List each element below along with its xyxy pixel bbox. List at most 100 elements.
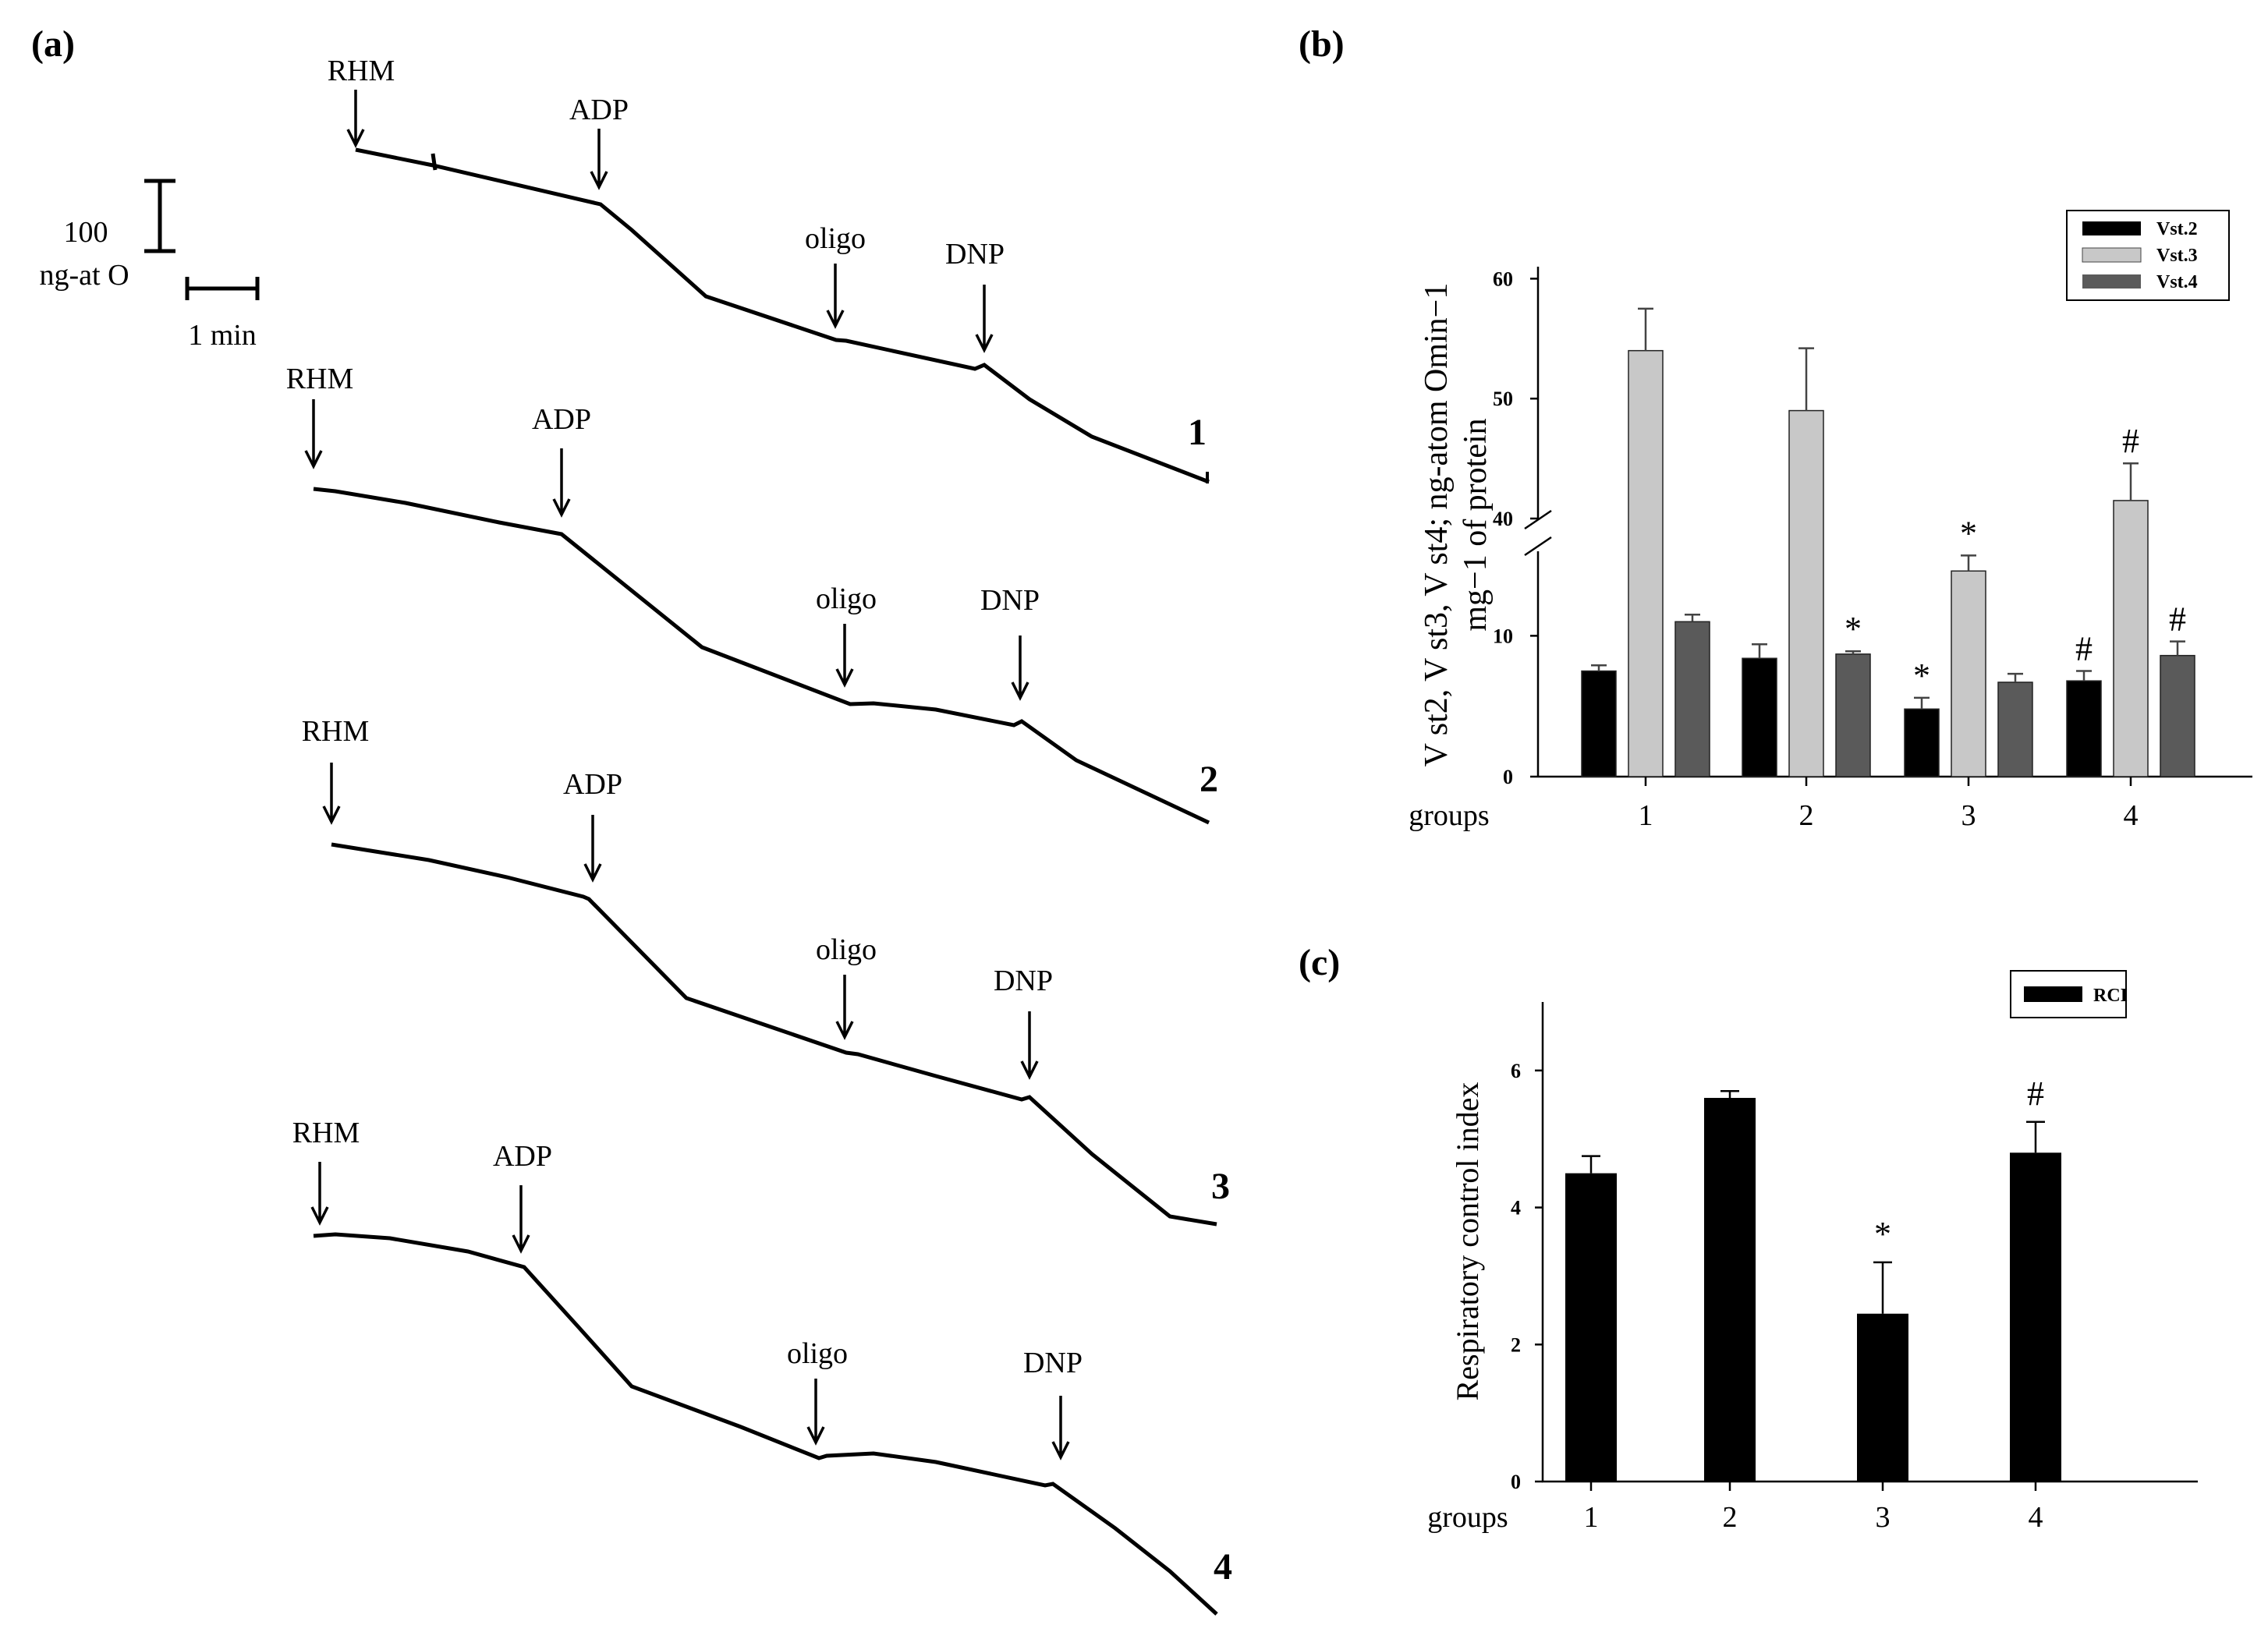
legend-label-vst4: Vst.4 bbox=[2156, 272, 2198, 292]
bar-rci-group-1 bbox=[1565, 1173, 1617, 1482]
down-arrow-icon bbox=[590, 129, 608, 190]
error-bar bbox=[1720, 1089, 1739, 1098]
legend-swatch-rci bbox=[2024, 986, 2082, 1002]
significance-mark: # bbox=[2122, 422, 2139, 460]
marker-rhm: RHM bbox=[328, 55, 395, 148]
trace-number: 1 bbox=[1188, 412, 1207, 453]
marker-adp: ADP bbox=[532, 403, 591, 518]
error-bar bbox=[1873, 1261, 1892, 1314]
oxygen-scale-bar bbox=[144, 179, 175, 253]
legend-swatch-vst2 bbox=[2082, 221, 2141, 235]
scale-bar: 100 ng-at O 1 min bbox=[39, 179, 260, 352]
panel-c-label: (c) bbox=[1299, 942, 1340, 983]
c-y-tick-label: 6 bbox=[1511, 1060, 1521, 1082]
trace-2: RHM ADP oligo DNP 2 bbox=[286, 363, 1218, 825]
marker-oligo: oligo bbox=[805, 222, 866, 329]
marker-rhm: RHM bbox=[292, 1117, 360, 1226]
c-y-tick-label: 0 bbox=[1511, 1471, 1521, 1493]
trace-line bbox=[313, 487, 1210, 825]
b-x-axis-label: groups bbox=[1409, 799, 1489, 832]
trace-tick-mark bbox=[431, 153, 438, 171]
down-arrow-icon bbox=[806, 1379, 825, 1446]
c-axes: groups Respiratory control index bbox=[1427, 1002, 2198, 1534]
bar-vst2-group-3 bbox=[1904, 708, 1940, 777]
down-arrow-icon bbox=[552, 448, 571, 518]
error-bar bbox=[1798, 347, 1814, 411]
legend: Vst.2 Vst.3 Vst.4 bbox=[2066, 210, 2230, 301]
panel-a-label: (a) bbox=[31, 23, 75, 65]
marker-label: oligo bbox=[805, 222, 866, 255]
c-x-tick-label: 4 bbox=[2029, 1501, 2043, 1534]
trace-number: 2 bbox=[1200, 759, 1218, 800]
bar-vst4-group-1 bbox=[1674, 621, 1710, 777]
b-bars: * # * # * #1 2 3 4 bbox=[1581, 307, 2195, 832]
trace-line bbox=[331, 842, 1217, 1227]
error-bar bbox=[1638, 307, 1653, 351]
marker-label: DNP bbox=[945, 238, 1005, 271]
marker-label: ADP bbox=[493, 1140, 552, 1173]
trace-3: RHM ADP oligo DNP 3 bbox=[302, 715, 1230, 1227]
bar-vst3-group-1 bbox=[1628, 349, 1664, 777]
legend: RCI bbox=[2010, 970, 2128, 1018]
marker-adp: ADP bbox=[493, 1140, 552, 1254]
bar-rci-group-3 bbox=[1857, 1313, 1908, 1482]
b-y-label-line2: mg−1 of protein bbox=[1458, 418, 1494, 631]
down-arrow-icon bbox=[583, 815, 602, 883]
marker-label: ADP bbox=[569, 94, 629, 126]
trace-number: 3 bbox=[1211, 1166, 1230, 1207]
down-arrow-icon bbox=[310, 1162, 329, 1226]
bar-vst3-group-2 bbox=[1788, 409, 1824, 777]
marker-dnp: DNP bbox=[945, 238, 1005, 353]
error-bar bbox=[2008, 672, 2023, 682]
down-arrow-icon bbox=[835, 624, 854, 688]
down-arrow-icon bbox=[975, 285, 994, 353]
legend-label-vst2: Vst.2 bbox=[2156, 219, 2198, 239]
marker-label: DNP bbox=[980, 584, 1040, 617]
c-y-tick-label: 4 bbox=[1511, 1197, 1521, 1220]
panel-b-label: (b) bbox=[1299, 23, 1345, 65]
bar-vst3-group-4 bbox=[2113, 500, 2149, 777]
b-y-label-line1: V st2, V st3, V st4; ng-atom Omin−1 bbox=[1419, 283, 1455, 767]
marker-dnp: DNP bbox=[980, 584, 1040, 701]
legend-swatch-vst4 bbox=[2082, 274, 2141, 289]
bar-vst2-group-1 bbox=[1581, 670, 1617, 777]
down-arrow-icon bbox=[835, 975, 854, 1040]
trace-line bbox=[355, 147, 1210, 484]
time-scale-bar bbox=[185, 277, 260, 300]
marker-label: oligo bbox=[787, 1337, 848, 1370]
error-bar bbox=[1961, 554, 1976, 572]
down-arrow-icon bbox=[346, 90, 365, 148]
down-arrow-icon bbox=[304, 399, 323, 469]
marker-label: DNP bbox=[994, 965, 1053, 997]
c-x-axis-label: groups bbox=[1427, 1501, 1508, 1534]
bar-vst3-group-3 bbox=[1951, 570, 1986, 777]
marker-rhm: RHM bbox=[286, 363, 353, 469]
significance-mark: * bbox=[1960, 514, 1977, 552]
time-scale-label: 1 min bbox=[188, 319, 257, 352]
legend-label-rci: RCI bbox=[2093, 986, 2128, 1006]
marker-oligo: oligo bbox=[816, 582, 877, 688]
marker-label: oligo bbox=[816, 933, 877, 966]
down-arrow-icon bbox=[1011, 635, 1029, 701]
down-arrow-icon bbox=[322, 763, 341, 825]
bar-rci-group-2 bbox=[1704, 1098, 1756, 1482]
error-bar bbox=[1685, 614, 1700, 622]
error-bar bbox=[1591, 664, 1607, 671]
trace-1: RHM ADP oligo DNP 1 bbox=[328, 55, 1210, 484]
c-y-axis-label: Respiratory control index bbox=[1450, 1082, 1485, 1401]
significance-mark: # bbox=[2027, 1074, 2044, 1113]
panel-b-chart: (b) Vst.2 Vst.3 Vst.4 groups V st2, V st… bbox=[1299, 23, 2252, 832]
panel-c-chart: (c) RCI groups Respiratory control index… bbox=[1299, 942, 2198, 1534]
c-x-tick-label: 3 bbox=[1876, 1501, 1891, 1534]
b-y-axis-title: V st2, V st3, V st4; ng-atom Omin−1 mg−1… bbox=[1419, 283, 1494, 767]
panel-a-oxygraph-traces: (a) 100 ng-at O 1 min RHM ADP oligo bbox=[31, 23, 1232, 1616]
down-arrow-icon bbox=[826, 264, 845, 329]
marker-rhm: RHM bbox=[302, 715, 369, 825]
c-ticks: 0 2 4 6 bbox=[1511, 1060, 1543, 1493]
marker-label: DNP bbox=[1023, 1347, 1083, 1379]
trace-line bbox=[313, 1232, 1218, 1616]
marker-label: ADP bbox=[532, 403, 591, 436]
b-y-tick-label: 0 bbox=[1503, 766, 1513, 788]
bar-vst2-group-4 bbox=[2066, 680, 2102, 777]
